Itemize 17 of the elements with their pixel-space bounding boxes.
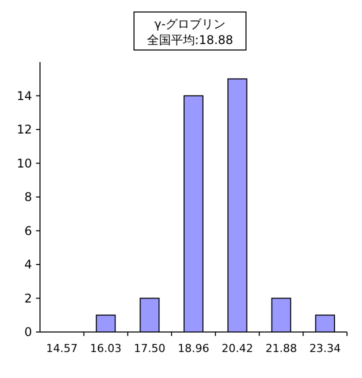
y-tick-label: 0 bbox=[24, 325, 32, 339]
chart-subtitle: 全国平均:18.88 bbox=[146, 33, 234, 47]
y-tick-label: 8 bbox=[24, 190, 32, 204]
x-tick-label: 18.96 bbox=[178, 342, 210, 355]
x-tick-label: 20.42 bbox=[222, 342, 254, 355]
x-tick-label: 21.88 bbox=[265, 342, 297, 355]
chart-title: γ-グロブリン bbox=[154, 17, 226, 31]
x-tick-label: 14.57 bbox=[46, 342, 78, 355]
y-tick-label: 10 bbox=[16, 156, 32, 170]
y-tick-label: 4 bbox=[24, 258, 32, 272]
y-tick-label: 6 bbox=[24, 224, 32, 238]
y-tick-label: 2 bbox=[24, 291, 32, 306]
y-tick-label: 12 bbox=[16, 122, 32, 136]
x-tick-label: 23.34 bbox=[309, 342, 341, 355]
x-tick-label: 17.50 bbox=[134, 342, 166, 355]
x-tick-label: 16.03 bbox=[90, 342, 122, 355]
y-tick-label: 14 bbox=[16, 88, 32, 103]
